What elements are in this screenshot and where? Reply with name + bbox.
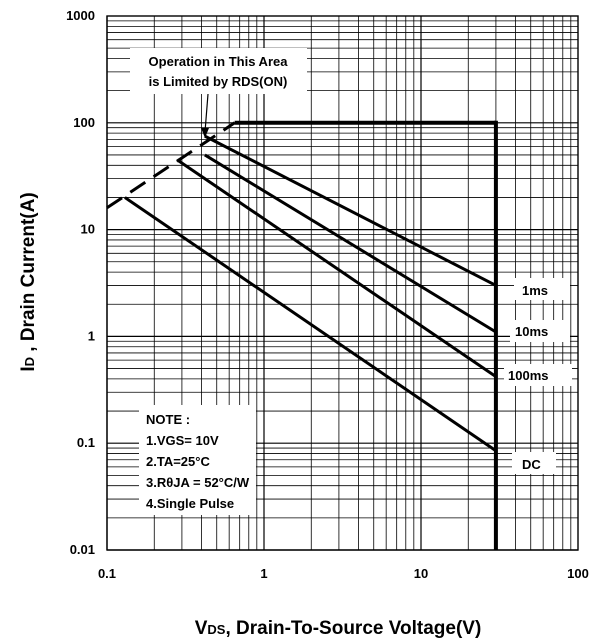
x-tick-label: 1 [260, 566, 267, 581]
y-axis-title: ID , Drain Current(A) [18, 192, 39, 371]
y-tick-label: 10 [81, 222, 95, 237]
series-label-bg-dc [512, 452, 556, 474]
series-label-dc: DC [522, 457, 541, 472]
y-axis-title-sub: D [22, 357, 37, 366]
note-box: NOTE : 1.VGS= 10V 2.TA=25°C 3.RθJA = 52°… [139, 405, 256, 515]
series-label-1ms: 1ms [522, 283, 548, 298]
x-tick-label: 10 [414, 566, 428, 581]
x-axis-title: VDS, Drain-To-Source Voltage(V) [195, 618, 482, 639]
y-tick-label: 100 [73, 115, 95, 130]
series-label-bg-100ms [504, 364, 572, 386]
note-line-5: 4.Single Pulse [146, 496, 234, 511]
y-axis-title-rest: , Drain Current(A) [18, 192, 39, 357]
note-line-2: 1.VGS= 10V [146, 433, 219, 448]
series-labels: 1ms 10ms 100ms DC [504, 278, 572, 474]
y-tick-label: 1 [88, 328, 95, 343]
note-line-4: 3.RθJA = 52°C/W [146, 475, 250, 490]
rds-on-limit-line [106, 121, 236, 210]
x-axis-title-sub: DS [207, 622, 225, 637]
rds-annotation-line-1: Operation in This Area [149, 54, 289, 69]
note-box-bg [139, 405, 256, 515]
y-tick-label: 0.1 [77, 435, 95, 450]
y-tick-label: 0.01 [70, 542, 95, 557]
x-axis-title-main: V [195, 618, 208, 639]
series-label-10ms: 10ms [515, 324, 548, 339]
series-label-bg-1ms [514, 278, 570, 300]
series-line-dc [124, 196, 497, 452]
series-line-10ms [204, 153, 497, 334]
x-tick-label: 100 [567, 566, 589, 581]
rds-annotation-box [130, 48, 307, 94]
plot-frame [106, 15, 579, 551]
note-line-3: 2.TA=25°C [146, 454, 210, 469]
series-label-100ms: 100ms [508, 368, 548, 383]
y-axis-title-main: I [18, 366, 39, 371]
y-tick-label: 1000 [66, 8, 95, 23]
series-line-100ms [176, 158, 497, 378]
rds-annotation: Operation in This Area is Limited by RDS… [130, 48, 307, 138]
x-axis-title-rest: , Drain-To-Source Voltage(V) [225, 618, 481, 639]
rds-annotation-arrow [204, 93, 209, 133]
rds-annotation-line-2: is Limited by RDS(ON) [149, 74, 288, 89]
soa-boundary [106, 120, 498, 550]
series-label-bg-10ms [510, 320, 570, 342]
series-lines [124, 134, 497, 452]
note-line-1: NOTE : [146, 412, 190, 427]
x-tick-label: 0.1 [98, 566, 116, 581]
rds-annotation-arrowhead [201, 128, 209, 138]
series-line-1ms [204, 134, 497, 287]
